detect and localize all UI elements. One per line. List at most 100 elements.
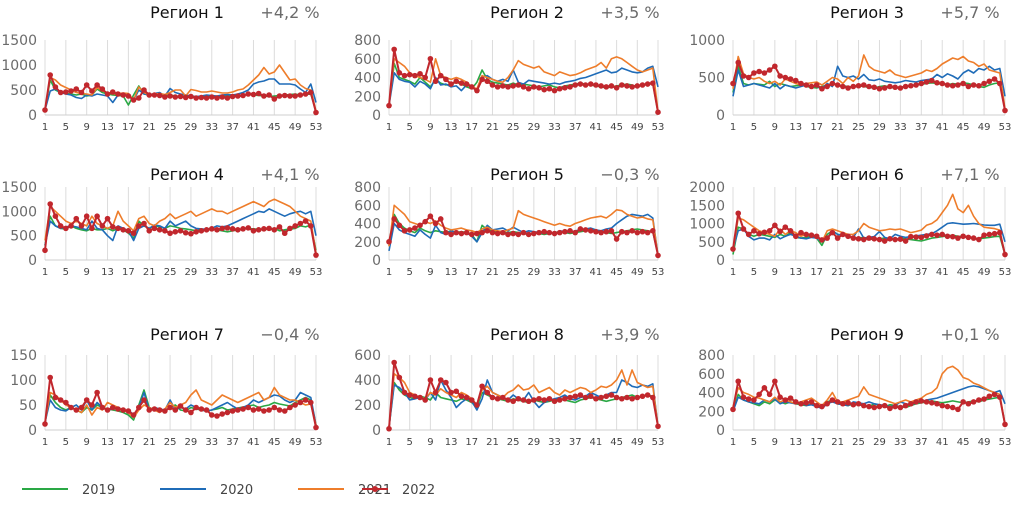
data-point-2022 (582, 82, 589, 88)
data-point-2022 (57, 223, 64, 229)
data-point-2022 (541, 228, 547, 235)
x-tick-label: 53 (652, 122, 665, 133)
x-tick-label: 53 (310, 267, 323, 278)
data-point-2022 (47, 72, 54, 78)
x-tick-label: 5 (407, 122, 413, 133)
data-point-2022 (177, 93, 184, 100)
x-tick-label: 25 (507, 437, 520, 448)
data-point-2022 (949, 82, 956, 89)
data-point-2022 (587, 81, 594, 87)
x-tick-label: 49 (289, 122, 302, 133)
data-point-2022 (629, 395, 635, 402)
y-tick-label: 800 (354, 33, 381, 49)
x-tick-label: 53 (310, 122, 323, 133)
x-tick-label: 21 (831, 267, 844, 278)
x-tick-label: 49 (631, 122, 644, 133)
data-point-2022 (813, 82, 820, 88)
data-point-2022 (1002, 107, 1008, 114)
data-point-2022 (94, 389, 100, 396)
data-point-2022 (73, 407, 80, 413)
data-point-2022 (613, 394, 620, 401)
x-tick-label: 49 (978, 267, 991, 278)
data-point-2022 (551, 87, 558, 94)
data-point-2022 (198, 228, 205, 234)
data-point-2022 (463, 229, 470, 236)
x-tick-label: 5 (63, 437, 69, 448)
data-point-2022 (484, 389, 491, 396)
data-point-2022 (976, 397, 982, 403)
data-point-2022 (551, 398, 558, 405)
data-point-2022 (432, 389, 439, 396)
data-point-2022 (572, 82, 579, 88)
data-point-2022 (52, 394, 59, 401)
data-point-2022 (406, 392, 413, 398)
data-point-2022 (78, 89, 85, 96)
data-point-2022 (68, 223, 74, 229)
data-point-2022 (494, 84, 501, 90)
data-point-2022 (386, 102, 392, 109)
data-point-2022 (772, 222, 778, 229)
data-point-2022 (850, 83, 857, 90)
data-point-2022 (120, 407, 126, 413)
data-point-2022 (598, 394, 604, 401)
data-point-2022 (271, 404, 278, 411)
y-tick-label: 400 (354, 71, 381, 87)
data-point-2022 (536, 395, 542, 402)
y-tick-label: 200 (354, 235, 381, 251)
x-tick-label: 5 (63, 267, 69, 278)
data-point-2022 (745, 74, 752, 81)
x-tick-label: 25 (852, 437, 865, 448)
data-point-2022 (182, 407, 189, 413)
x-tick-label: 9 (427, 267, 433, 278)
data-point-2022 (955, 235, 961, 241)
data-point-2022 (618, 395, 625, 402)
x-tick-label: 25 (164, 437, 177, 448)
data-point-2022 (229, 408, 236, 414)
y-tick-label: 800 (698, 348, 725, 364)
data-point-2022 (587, 228, 594, 234)
data-point-2022 (240, 226, 246, 232)
x-tick-label: 17 (810, 437, 823, 448)
data-point-2022 (650, 80, 656, 86)
data-point-2022 (302, 397, 309, 403)
data-point-2022 (292, 402, 298, 408)
x-tick-label: 9 (84, 122, 90, 133)
data-point-2022 (115, 225, 121, 232)
x-tick-label: 41 (247, 122, 260, 133)
data-point-2022 (177, 228, 184, 234)
data-point-2022 (177, 403, 184, 409)
data-point-2022 (761, 385, 768, 391)
data-point-2022 (146, 92, 153, 98)
y-tick-label: 400 (698, 386, 725, 402)
data-point-2022 (448, 81, 454, 87)
data-point-2022 (245, 91, 252, 97)
data-point-2022 (99, 404, 106, 411)
y-tick-label: 500 (698, 71, 725, 87)
data-point-2022 (240, 92, 246, 99)
data-point-2022 (766, 391, 773, 398)
data-point-2022 (162, 228, 168, 234)
data-point-2022 (536, 229, 542, 236)
data-point-2022 (782, 74, 789, 81)
data-point-2022 (136, 404, 142, 411)
data-point-2022 (860, 236, 867, 243)
data-point-2022 (730, 80, 736, 87)
data-point-2022 (881, 402, 888, 409)
data-point-2022 (876, 85, 883, 92)
data-point-2022 (468, 84, 475, 90)
data-point-2022 (437, 72, 444, 79)
data-point-2022 (261, 93, 267, 99)
data-point-2022 (391, 359, 397, 366)
data-point-2022 (313, 252, 319, 258)
data-point-2022 (156, 227, 163, 233)
panel-title: Регион 3 (830, 3, 904, 22)
data-point-2022 (89, 225, 95, 232)
data-point-2022 (42, 421, 48, 427)
data-point-2022 (777, 73, 783, 79)
data-point-2022 (960, 233, 966, 240)
data-point-2022 (897, 85, 904, 91)
data-point-2022 (562, 85, 568, 91)
x-tick-label: 33 (548, 267, 561, 278)
y-tick-label: 0 (28, 108, 37, 124)
data-point-2022 (740, 73, 747, 79)
